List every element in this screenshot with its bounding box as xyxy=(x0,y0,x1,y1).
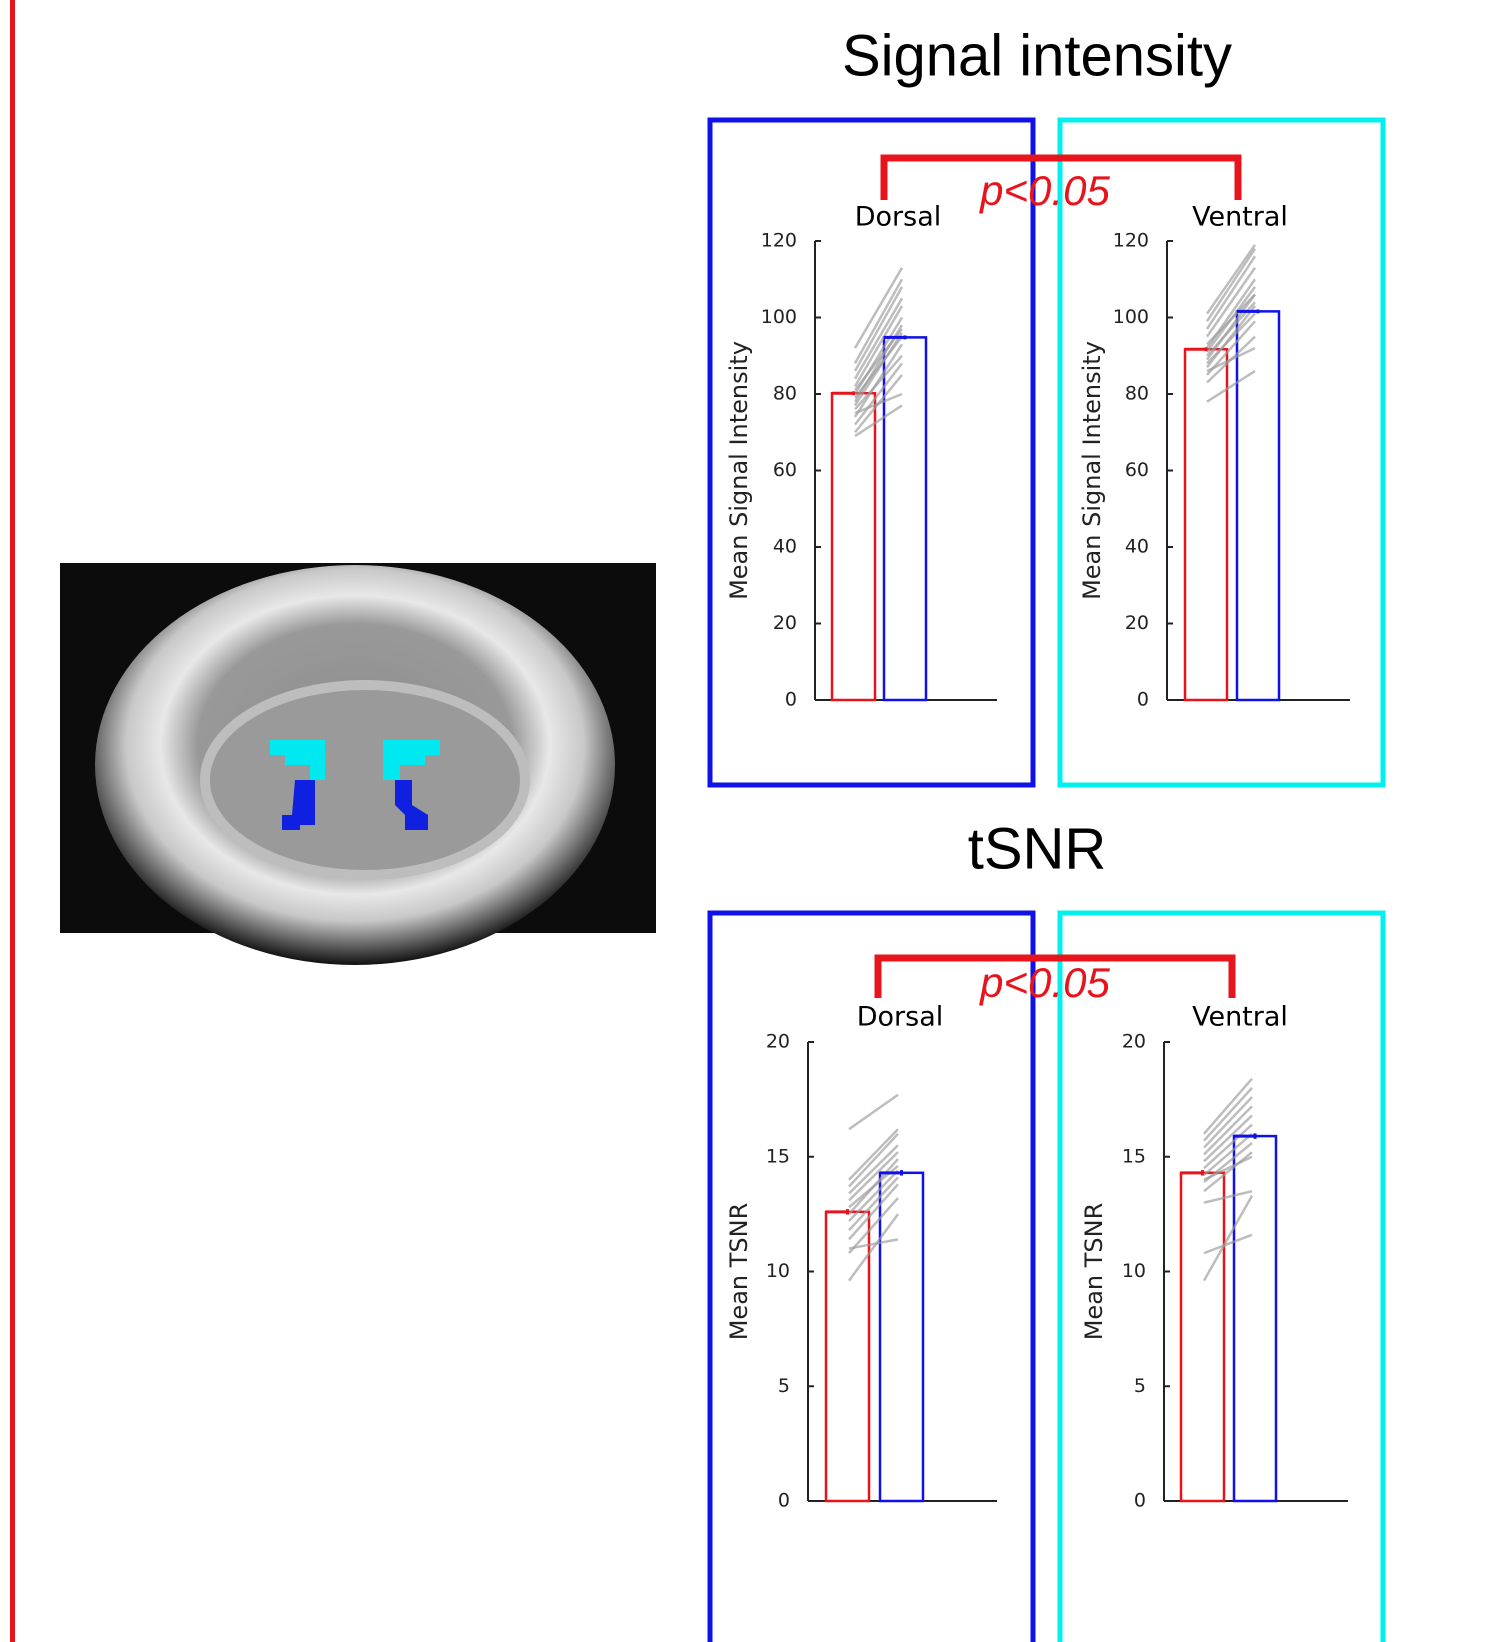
y-tick-label: 100 xyxy=(1113,306,1149,328)
significance-label: p<0.05 xyxy=(978,959,1110,1006)
bar xyxy=(826,1212,869,1501)
y-tick-label: 5 xyxy=(1134,1375,1146,1397)
y-tick-label: 0 xyxy=(1134,1490,1146,1512)
page: Signal intensity p<0.05 tSNR p<0.05 Dors… xyxy=(0,0,1503,1642)
y-tick-label: 0 xyxy=(778,1490,790,1512)
section-title: tSNR xyxy=(968,816,1107,881)
bar xyxy=(1237,311,1279,700)
y-tick-label: 15 xyxy=(766,1145,790,1167)
bar xyxy=(880,1173,923,1501)
significance-label: p<0.05 xyxy=(978,167,1110,214)
y-axis-label: Mean Signal Intensity xyxy=(1078,341,1106,600)
y-tick-label: 20 xyxy=(766,1031,790,1053)
chart: Dorsal Mean TSNR 0 5 10 15 20 xyxy=(725,1002,997,1512)
mri-image xyxy=(60,563,656,965)
y-tick-label: 120 xyxy=(1113,230,1149,252)
y-axis-label: Mean TSNR xyxy=(1080,1203,1108,1341)
y-tick-label: 10 xyxy=(766,1260,790,1282)
y-tick-label: 100 xyxy=(761,306,797,328)
y-axis-label: Mean Signal Intensity xyxy=(725,341,753,600)
y-tick-label: 40 xyxy=(1125,536,1149,558)
y-tick-label: 15 xyxy=(1122,1145,1146,1167)
y-tick-label: 20 xyxy=(1125,612,1149,634)
bar xyxy=(1234,1136,1276,1501)
section-title: Signal intensity xyxy=(842,23,1232,88)
chart: Ventral Mean Signal Intensity 0 20 40 60 80 100… xyxy=(1078,202,1350,711)
y-tick-label: 40 xyxy=(773,536,797,558)
figure: Signal intensity p<0.05 tSNR p<0.05 Dors… xyxy=(0,0,1503,1642)
y-tick-label: 60 xyxy=(1125,459,1149,481)
y-tick-label: 20 xyxy=(773,612,797,634)
y-tick-label: 80 xyxy=(1125,383,1149,405)
y-tick-label: 5 xyxy=(778,1375,790,1397)
y-tick-label: 60 xyxy=(773,459,797,481)
y-tick-label: 0 xyxy=(1137,689,1149,711)
chart-title: Dorsal xyxy=(855,202,942,233)
y-tick-label: 0 xyxy=(785,689,797,711)
chart-title: Dorsal xyxy=(857,1002,944,1033)
border-line xyxy=(10,0,15,1642)
chart-title: Ventral xyxy=(1192,202,1288,233)
chart: Ventral Mean TSNR 0 5 10 15 20 xyxy=(1080,1002,1348,1512)
y-tick-label: 10 xyxy=(1122,1260,1146,1282)
chart-title: Ventral xyxy=(1192,1002,1288,1033)
subject-line xyxy=(855,279,902,363)
y-tick-label: 80 xyxy=(773,383,797,405)
bar xyxy=(884,337,926,700)
y-tick-label: 20 xyxy=(1122,1031,1146,1053)
chart: Dorsal Mean Signal Intensity 0 20 40 60 80 100 1… xyxy=(725,202,997,711)
bar xyxy=(1181,1173,1224,1501)
bar xyxy=(1185,349,1227,700)
y-tick-label: 120 xyxy=(761,230,797,252)
y-axis-label: Mean TSNR xyxy=(725,1203,753,1341)
subject-line xyxy=(1204,1191,1252,1202)
bar xyxy=(832,393,875,700)
subject-line xyxy=(849,1095,898,1129)
